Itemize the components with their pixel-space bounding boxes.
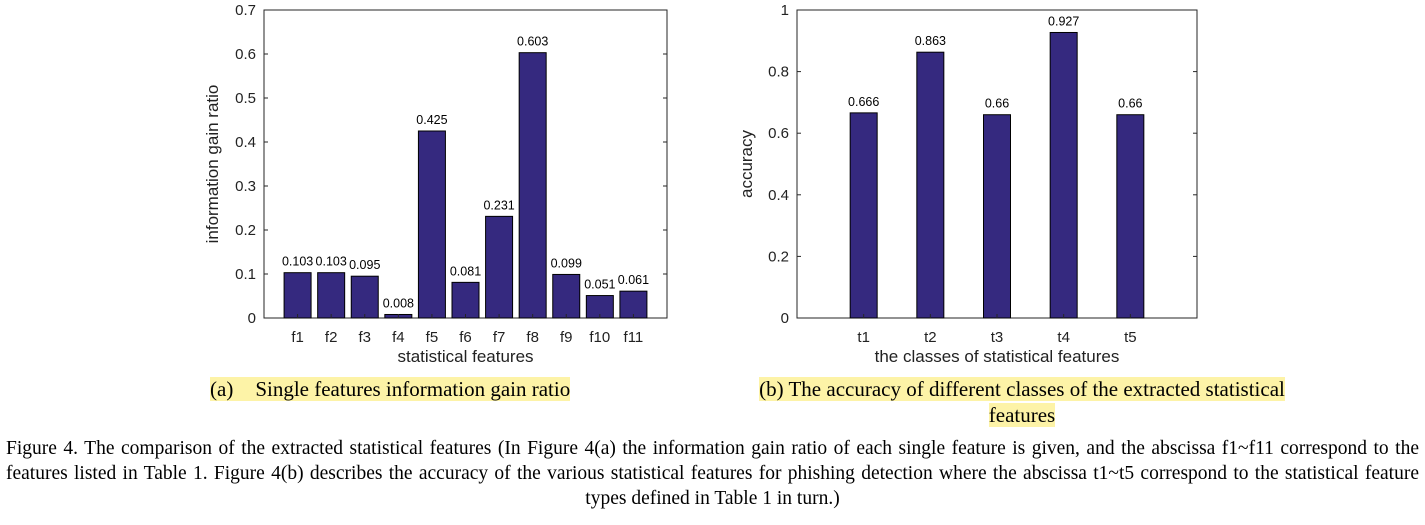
bar bbox=[417, 130, 446, 319]
value-label: 0.051 bbox=[584, 278, 615, 292]
y-tick-label: 0 bbox=[248, 310, 256, 327]
bar bbox=[485, 215, 514, 319]
y-tick-label: 0 bbox=[781, 310, 789, 327]
bar bbox=[1116, 114, 1145, 319]
y-tick-label: 0.5 bbox=[235, 90, 256, 107]
value-label: 0.061 bbox=[618, 273, 649, 287]
subcaption-a: (a) Single features information gain rati… bbox=[210, 376, 571, 402]
x-tick-label: f10 bbox=[589, 329, 610, 346]
bar bbox=[317, 272, 346, 319]
x-tick-label: f6 bbox=[459, 329, 472, 346]
x-tick-label: f11 bbox=[624, 329, 644, 346]
bar bbox=[283, 272, 312, 319]
x-tick-label: f1 bbox=[291, 329, 304, 346]
bar bbox=[518, 52, 547, 319]
x-tick-label: f4 bbox=[392, 329, 405, 346]
bar bbox=[619, 290, 648, 319]
value-label: 0.66 bbox=[1118, 97, 1142, 111]
x-tick-label: t3 bbox=[991, 329, 1004, 346]
value-label: 0.099 bbox=[551, 256, 582, 270]
x-tick-label: t2 bbox=[924, 329, 937, 346]
value-label: 0.425 bbox=[416, 113, 447, 127]
value-label: 0.008 bbox=[383, 296, 414, 310]
x-tick-label: f8 bbox=[526, 329, 539, 346]
y-tick-label: 0.7 bbox=[235, 2, 256, 19]
y-tick-label: 0.2 bbox=[768, 248, 789, 265]
bar bbox=[983, 114, 1011, 319]
figure-canvas: 0 0.1 0.2 0.3 0.4 0.5 0.6 0.7 0.103 f1 0.103 f2 0.09… bbox=[203, 2, 1198, 366]
y-tick-label: 0.3 bbox=[235, 178, 256, 195]
y-tick-label: 0.8 bbox=[768, 64, 789, 81]
bar bbox=[1049, 31, 1078, 319]
y-tick-label: 0.4 bbox=[235, 134, 256, 151]
x-axis-label: statistical features bbox=[397, 347, 533, 366]
bar bbox=[451, 281, 480, 319]
value-label: 0.666 bbox=[848, 95, 879, 109]
value-label: 0.927 bbox=[1048, 14, 1079, 28]
subcaption-b: (b) The accuracy of different classes of… bbox=[727, 376, 1317, 428]
y-axis-label: information gain ratio bbox=[203, 85, 222, 244]
y-tick-label: 0.6 bbox=[235, 46, 256, 63]
y-tick-label: 0.2 bbox=[235, 222, 256, 239]
figure-caption: Figure 4. The comparison of the extracte… bbox=[6, 438, 1419, 509]
value-label: 0.603 bbox=[517, 35, 548, 49]
subcaption-a-tag: (a) bbox=[210, 377, 234, 401]
value-label: 0.081 bbox=[450, 264, 481, 278]
bar bbox=[552, 273, 581, 319]
chart-a: 0 0.1 0.2 0.3 0.4 0.5 0.6 0.7 0.103 f1 0.103 f2 0.09… bbox=[203, 2, 668, 366]
x-tick-label: t4 bbox=[1057, 329, 1070, 346]
subcaption-b-text: (b) The accuracy of different classes of… bbox=[759, 377, 1285, 427]
subcaption-a-text: Single features information gain ratio bbox=[255, 377, 571, 401]
value-label: 0.095 bbox=[349, 258, 380, 272]
x-tick-label: f9 bbox=[560, 329, 573, 346]
x-tick-label: f7 bbox=[493, 329, 506, 346]
value-label: 0.103 bbox=[316, 255, 347, 269]
y-tick-label: 1 bbox=[781, 2, 789, 19]
y-tick-label: 0.4 bbox=[768, 187, 789, 204]
chart-b: 0 0.2 0.4 0.6 0.8 1 0.666 t1 0.863 t2 0.66 t3 0.927 t… bbox=[737, 2, 1198, 366]
bar bbox=[849, 112, 878, 319]
x-tick-label: t1 bbox=[857, 329, 870, 346]
bar bbox=[350, 275, 379, 319]
x-tick-label: f3 bbox=[358, 329, 371, 346]
x-tick-label: f5 bbox=[426, 329, 439, 346]
value-label: 0.231 bbox=[483, 198, 514, 212]
y-tick-label: 0.6 bbox=[768, 125, 789, 142]
y-axis-label: accuracy bbox=[737, 129, 756, 198]
value-label: 0.863 bbox=[915, 34, 946, 48]
x-axis-label: the classes of statistical features bbox=[875, 347, 1120, 366]
value-label: 0.103 bbox=[282, 255, 313, 269]
x-tick-label: f2 bbox=[325, 329, 338, 346]
value-label: 0.66 bbox=[985, 97, 1009, 111]
x-tick-label: t5 bbox=[1124, 329, 1137, 346]
y-tick-label: 0.1 bbox=[235, 266, 256, 283]
bar bbox=[916, 51, 945, 319]
